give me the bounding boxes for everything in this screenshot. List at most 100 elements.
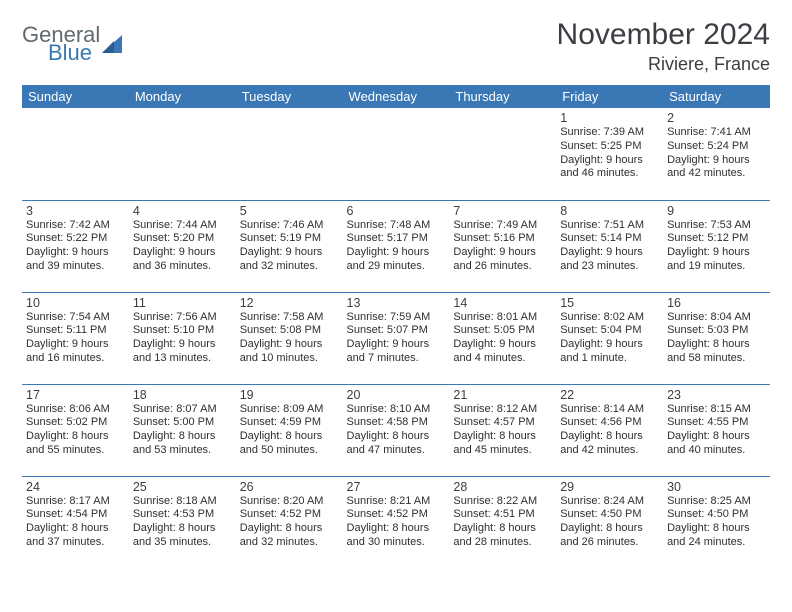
sunrise-line: Sunrise: 7:54 AM — [26, 311, 125, 325]
day-number: 29 — [560, 480, 659, 494]
sunrise-line: Sunrise: 8:25 AM — [667, 495, 766, 509]
daylight-line: Daylight: 9 hours — [347, 246, 446, 260]
daylight-line: Daylight: 9 hours — [560, 246, 659, 260]
day-number: 30 — [667, 480, 766, 494]
sunset-line: Sunset: 4:52 PM — [347, 508, 446, 522]
calendar-week: 17Sunrise: 8:06 AMSunset: 5:02 PMDayligh… — [22, 384, 770, 476]
sunset-line: Sunset: 4:56 PM — [560, 416, 659, 430]
day-number: 12 — [240, 296, 339, 310]
sunset-line: Sunset: 5:25 PM — [560, 140, 659, 154]
day-cell: 26Sunrise: 8:20 AMSunset: 4:52 PMDayligh… — [236, 476, 343, 568]
daylight-line-2: and 55 minutes. — [26, 444, 125, 458]
day-cell: 29Sunrise: 8:24 AMSunset: 4:50 PMDayligh… — [556, 476, 663, 568]
day-number: 7 — [453, 204, 552, 218]
daylight-line: Daylight: 9 hours — [667, 246, 766, 260]
daylight-line: Daylight: 8 hours — [347, 522, 446, 536]
day-number: 1 — [560, 111, 659, 125]
brand-logo: General Blue — [22, 18, 128, 64]
sunset-line: Sunset: 5:22 PM — [26, 232, 125, 246]
dow-sunday: Sunday — [22, 85, 129, 108]
sunrise-line: Sunrise: 8:07 AM — [133, 403, 232, 417]
day-cell: 8Sunrise: 7:51 AMSunset: 5:14 PMDaylight… — [556, 200, 663, 292]
day-number: 11 — [133, 296, 232, 310]
calendar-week: 1Sunrise: 7:39 AMSunset: 5:25 PMDaylight… — [22, 108, 770, 200]
daylight-line: Daylight: 8 hours — [133, 430, 232, 444]
empty-cell — [449, 108, 556, 200]
day-number: 20 — [347, 388, 446, 402]
daylight-line-2: and 46 minutes. — [560, 167, 659, 181]
sunrise-line: Sunrise: 8:22 AM — [453, 495, 552, 509]
day-cell: 11Sunrise: 7:56 AMSunset: 5:10 PMDayligh… — [129, 292, 236, 384]
sunrise-line: Sunrise: 7:51 AM — [560, 219, 659, 233]
daylight-line: Daylight: 8 hours — [453, 430, 552, 444]
calendar-week: 3Sunrise: 7:42 AMSunset: 5:22 PMDaylight… — [22, 200, 770, 292]
daylight-line-2: and 28 minutes. — [453, 536, 552, 550]
sunset-line: Sunset: 5:20 PM — [133, 232, 232, 246]
sunrise-line: Sunrise: 8:01 AM — [453, 311, 552, 325]
daylight-line: Daylight: 9 hours — [560, 338, 659, 352]
sunrise-line: Sunrise: 7:41 AM — [667, 126, 766, 140]
sunset-line: Sunset: 4:52 PM — [240, 508, 339, 522]
daylight-line: Daylight: 8 hours — [560, 430, 659, 444]
calendar-week: 24Sunrise: 8:17 AMSunset: 4:54 PMDayligh… — [22, 476, 770, 568]
daylight-line-2: and 47 minutes. — [347, 444, 446, 458]
daylight-line-2: and 35 minutes. — [133, 536, 232, 550]
dow-monday: Monday — [129, 85, 236, 108]
day-cell: 6Sunrise: 7:48 AMSunset: 5:17 PMDaylight… — [343, 200, 450, 292]
daylight-line: Daylight: 8 hours — [667, 522, 766, 536]
title-block: November 2024 Riviere, France — [557, 18, 770, 75]
daylight-line-2: and 58 minutes. — [667, 352, 766, 366]
daylight-line-2: and 40 minutes. — [667, 444, 766, 458]
daylight-line: Daylight: 9 hours — [133, 338, 232, 352]
calendar-table: Sunday Monday Tuesday Wednesday Thursday… — [22, 85, 770, 568]
sunrise-line: Sunrise: 7:58 AM — [240, 311, 339, 325]
sunrise-line: Sunrise: 8:17 AM — [26, 495, 125, 509]
day-number: 21 — [453, 388, 552, 402]
day-cell: 2Sunrise: 7:41 AMSunset: 5:24 PMDaylight… — [663, 108, 770, 200]
day-number: 5 — [240, 204, 339, 218]
daylight-line-2: and 37 minutes. — [26, 536, 125, 550]
day-cell: 15Sunrise: 8:02 AMSunset: 5:04 PMDayligh… — [556, 292, 663, 384]
day-number: 18 — [133, 388, 232, 402]
daylight-line: Daylight: 9 hours — [240, 338, 339, 352]
daylight-line-2: and 32 minutes. — [240, 536, 339, 550]
daylight-line: Daylight: 9 hours — [560, 154, 659, 168]
daylight-line: Daylight: 8 hours — [453, 522, 552, 536]
daylight-line-2: and 26 minutes. — [453, 260, 552, 274]
day-number: 13 — [347, 296, 446, 310]
daylight-line: Daylight: 8 hours — [133, 522, 232, 536]
day-cell: 5Sunrise: 7:46 AMSunset: 5:19 PMDaylight… — [236, 200, 343, 292]
month-title: November 2024 — [557, 18, 770, 52]
daylight-line-2: and 39 minutes. — [26, 260, 125, 274]
daylight-line-2: and 13 minutes. — [133, 352, 232, 366]
day-number: 19 — [240, 388, 339, 402]
sunset-line: Sunset: 5:19 PM — [240, 232, 339, 246]
day-cell: 1Sunrise: 7:39 AMSunset: 5:25 PMDaylight… — [556, 108, 663, 200]
day-cell: 14Sunrise: 8:01 AMSunset: 5:05 PMDayligh… — [449, 292, 556, 384]
day-cell: 7Sunrise: 7:49 AMSunset: 5:16 PMDaylight… — [449, 200, 556, 292]
daylight-line-2: and 24 minutes. — [667, 536, 766, 550]
location: Riviere, France — [557, 54, 770, 75]
daylight-line-2: and 53 minutes. — [133, 444, 232, 458]
day-number: 8 — [560, 204, 659, 218]
empty-cell — [22, 108, 129, 200]
daylight-line: Daylight: 9 hours — [453, 338, 552, 352]
sunrise-line: Sunrise: 8:14 AM — [560, 403, 659, 417]
brand-bottom: Blue — [48, 42, 100, 64]
calendar-page: General Blue November 2024 Riviere, Fran… — [0, 0, 792, 578]
sunset-line: Sunset: 5:08 PM — [240, 324, 339, 338]
day-cell: 10Sunrise: 7:54 AMSunset: 5:11 PMDayligh… — [22, 292, 129, 384]
sunset-line: Sunset: 4:51 PM — [453, 508, 552, 522]
daylight-line: Daylight: 8 hours — [240, 522, 339, 536]
sunrise-line: Sunrise: 7:56 AM — [133, 311, 232, 325]
page-header: General Blue November 2024 Riviere, Fran… — [22, 18, 770, 75]
day-cell: 25Sunrise: 8:18 AMSunset: 4:53 PMDayligh… — [129, 476, 236, 568]
daylight-line-2: and 26 minutes. — [560, 536, 659, 550]
day-cell: 13Sunrise: 7:59 AMSunset: 5:07 PMDayligh… — [343, 292, 450, 384]
day-cell: 23Sunrise: 8:15 AMSunset: 4:55 PMDayligh… — [663, 384, 770, 476]
sunrise-line: Sunrise: 7:44 AM — [133, 219, 232, 233]
sunrise-line: Sunrise: 8:06 AM — [26, 403, 125, 417]
sunset-line: Sunset: 5:05 PM — [453, 324, 552, 338]
empty-cell — [236, 108, 343, 200]
day-number: 10 — [26, 296, 125, 310]
